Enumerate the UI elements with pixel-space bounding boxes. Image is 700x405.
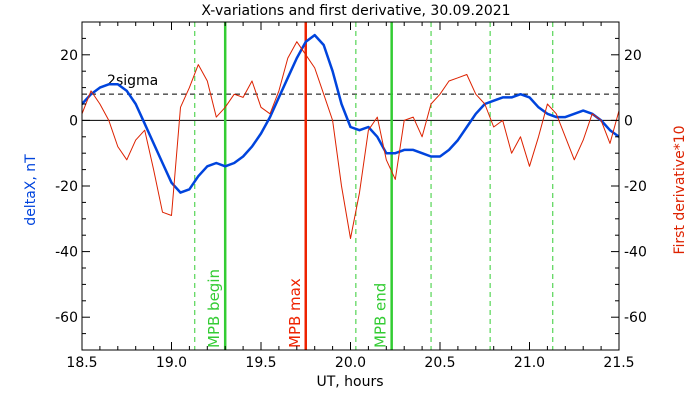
x-tick-label: 18.5 (66, 355, 97, 371)
series-line-deltaX (82, 33, 619, 194)
x-tick-label: 20.0 (335, 355, 366, 371)
x-tick-label: 21.5 (603, 355, 634, 371)
x-tick-label: 20.5 (424, 355, 455, 371)
y-axis-label-left: deltaX, nT (23, 154, 39, 226)
chart-title: X-variations and first derivative, 30.09… (201, 3, 510, 19)
y-tick-label-right: -20 (624, 179, 647, 195)
y-tick-label-right: -40 (624, 245, 647, 261)
y-tick-label-right: 0 (624, 113, 633, 129)
y-tick-label-right: -60 (624, 310, 647, 326)
marker-label: MPB max (286, 278, 304, 348)
y-tick-label-left: 20 (60, 48, 78, 64)
y-tick-label-left: -60 (55, 310, 78, 326)
x-tick-label: 21.0 (514, 355, 545, 371)
y-tick-label-left: -40 (55, 245, 78, 261)
marker-label: MPB end (372, 283, 390, 348)
x-axis-label: UT, hours (316, 374, 383, 390)
y-tick-label-left: -20 (55, 179, 78, 195)
y-tick-label-left: 0 (69, 113, 78, 129)
x-tick-label: 19.0 (156, 355, 187, 371)
threshold-label: 2sigma (107, 73, 158, 89)
y-tick-label-right: 20 (624, 48, 642, 64)
series-line-first-derivative (82, 41, 619, 239)
y-axis-label-right: First derivative*10 (672, 125, 688, 254)
plot-area: 2sigma MPB begin MPB max MPB end 18.5 19.0 19.… (55, 21, 647, 371)
plot-frame (81, 21, 620, 351)
x-tick-label: 19.5 (245, 355, 276, 371)
marker-label: MPB begin (205, 269, 223, 348)
